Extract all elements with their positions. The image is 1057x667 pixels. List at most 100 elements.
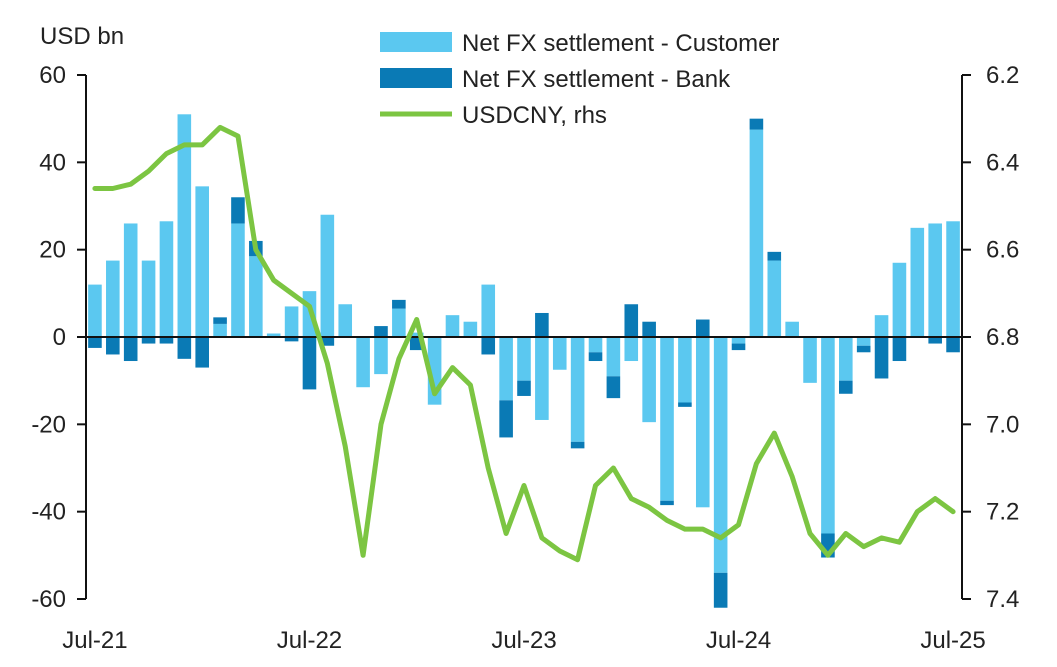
customer-bar-aug-22 — [320, 214, 335, 337]
customer-bar-mar-23 — [445, 315, 460, 337]
customer-bar-oct-22 — [356, 337, 370, 388]
bank-bar-jun-24 — [713, 572, 728, 608]
right-tick-label: 6.8 — [986, 324, 1019, 351]
customer-bar-feb-24 — [642, 337, 656, 423]
customer-bar-aug-24 — [749, 129, 764, 337]
customer-bar-jun-25 — [928, 223, 942, 337]
customer-bar-may-22 — [266, 333, 281, 337]
bank-bar-aug-24 — [749, 118, 764, 130]
customer-bar-dec-24 — [821, 337, 835, 534]
right-tick-label: 6.6 — [986, 237, 1019, 264]
bank-bar-jan-25 — [839, 380, 853, 394]
bank-bar-feb-25 — [856, 345, 871, 353]
bank-bar-feb-24 — [642, 321, 656, 337]
customer-bar-dec-21 — [177, 114, 192, 337]
bank-bar-oct-21 — [141, 337, 156, 344]
bank-bar-jul-21 — [88, 337, 102, 348]
customer-bar-oct-24 — [785, 321, 799, 337]
customer-bar-jun-23 — [499, 337, 513, 401]
left-tick-label: 0 — [53, 324, 66, 351]
customer-bar-nov-21 — [159, 221, 174, 337]
bank-bar-jun-23 — [499, 400, 513, 438]
customer-bar-mar-25 — [874, 315, 889, 337]
customer-bar-dec-22 — [392, 308, 406, 337]
left-tick-label: 60 — [39, 62, 66, 89]
customer-bar-jul-25 — [946, 221, 960, 337]
customer-bar-may-24 — [695, 337, 710, 508]
customer-bar-may-23 — [481, 284, 496, 337]
bank-bar-jun-25 — [928, 337, 942, 344]
bank-bar-aug-23 — [535, 312, 549, 337]
left-tick-label: -60 — [31, 586, 66, 613]
customer-bar-nov-24 — [803, 337, 817, 383]
left-axis-title: USD bn — [40, 23, 124, 50]
customer-bar-apr-22 — [249, 256, 263, 337]
bank-bar-jun-22 — [284, 337, 299, 342]
bank-bar-mar-24 — [660, 500, 674, 506]
customer-bar-nov-22 — [374, 337, 388, 375]
bank-bar-oct-23 — [570, 441, 585, 449]
bank-bar-aug-22 — [320, 337, 335, 346]
customer-bar-jun-22 — [284, 306, 299, 337]
left-tick-label: 40 — [39, 149, 66, 176]
bank-bar-nov-22 — [374, 326, 388, 337]
legend-swatch-customer — [380, 32, 452, 52]
customer-bar-mar-24 — [660, 337, 674, 501]
left-tick-label: -20 — [31, 411, 66, 438]
customer-bar-jun-24 — [713, 337, 728, 573]
customer-bar-feb-22 — [213, 323, 227, 337]
x-tick-label: Jul-21 — [62, 627, 127, 654]
bank-bar-jul-24 — [731, 343, 746, 351]
customer-bar-feb-25 — [856, 337, 871, 346]
bank-bar-nov-23 — [588, 352, 603, 362]
right-tick-label: 6.4 — [986, 149, 1019, 176]
customer-bar-nov-23 — [588, 337, 603, 353]
bank-bar-apr-24 — [678, 402, 692, 407]
customer-bars — [88, 114, 960, 573]
x-tick-label: Jul-22 — [277, 627, 342, 654]
bank-bar-jan-24 — [624, 304, 639, 337]
customer-bar-jul-24 — [731, 337, 746, 344]
customer-bar-sep-24 — [767, 260, 782, 337]
bank-bar-dec-22 — [392, 299, 406, 309]
customer-bar-aug-21 — [106, 260, 120, 337]
right-tick-label: 7.4 — [986, 586, 1019, 613]
legend: Net FX settlement - Customer Net FX sett… — [380, 30, 779, 129]
bank-bar-jan-22 — [195, 337, 209, 368]
bank-bar-mar-22 — [231, 197, 245, 224]
bank-bar-jul-22 — [302, 337, 317, 390]
customer-bar-sep-23 — [552, 337, 567, 370]
customer-bar-jul-21 — [88, 284, 102, 337]
bank-bar-jul-25 — [946, 337, 960, 353]
x-tick-label: Jul-23 — [491, 627, 556, 654]
left-tick-label: -40 — [31, 499, 66, 526]
right-tick-label: 7.2 — [986, 499, 1019, 526]
bank-bar-dec-21 — [177, 337, 192, 359]
customer-bar-jan-25 — [839, 337, 853, 381]
usdcny-line — [92, 124, 956, 563]
x-axis-ticks: Jul-21 Jul-22 Jul-23 Jul-24 Jul-25 — [62, 627, 985, 654]
legend-label-customer: Net FX settlement - Customer — [462, 30, 779, 57]
bank-bar-may-23 — [481, 337, 496, 355]
left-tick-label: 20 — [39, 237, 66, 264]
x-tick-label: Jul-25 — [920, 627, 985, 654]
legend-swatch-bank — [380, 68, 452, 88]
customer-bar-jan-23 — [409, 332, 424, 337]
legend-label-bank: Net FX settlement - Bank — [462, 66, 731, 93]
bank-bar-sep-21 — [123, 337, 138, 362]
bank-bar-apr-25 — [892, 337, 907, 362]
right-tick-label: 6.2 — [986, 62, 1019, 89]
customer-bar-oct-21 — [141, 260, 156, 337]
legend-label-usdcny: USDCNY, rhs — [462, 102, 607, 129]
left-axis-ticks: 60 40 20 0 -20 -40 -60 — [31, 62, 86, 613]
right-axis-ticks: 6.2 6.4 6.6 6.8 7.0 7.2 7.4 — [962, 62, 1019, 613]
customer-bar-oct-23 — [570, 337, 585, 442]
bank-bar-mar-25 — [874, 337, 889, 379]
bank-bar-nov-21 — [159, 337, 174, 344]
customer-bar-aug-23 — [535, 337, 549, 420]
customer-bar-jan-22 — [195, 186, 209, 337]
customer-bar-apr-23 — [463, 321, 478, 337]
customer-bar-jul-23 — [517, 337, 531, 381]
right-tick-label: 7.0 — [986, 411, 1019, 438]
